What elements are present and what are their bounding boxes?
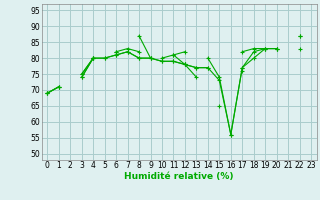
X-axis label: Humidité relative (%): Humidité relative (%) [124, 172, 234, 181]
